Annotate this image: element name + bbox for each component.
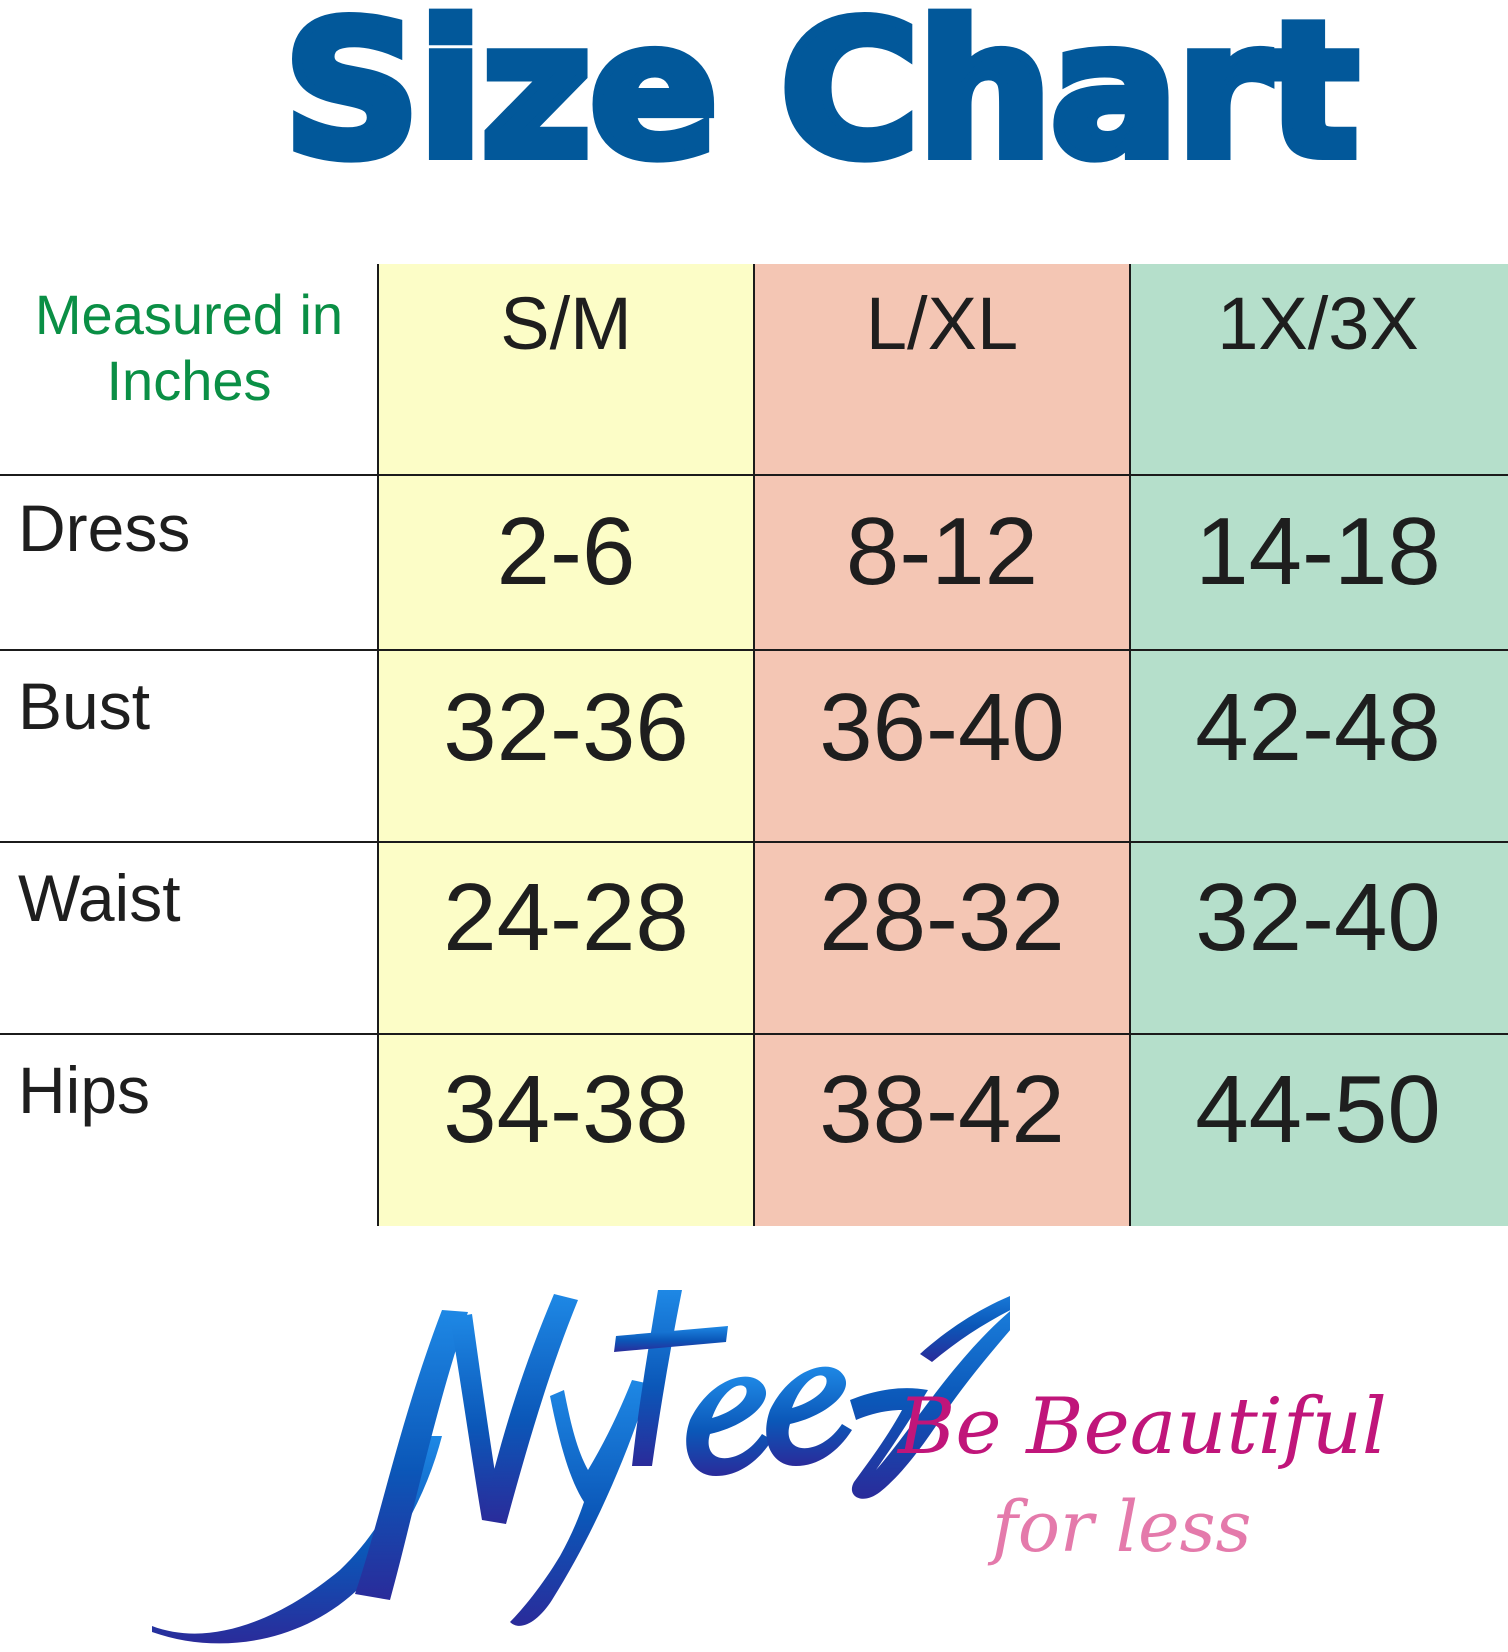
table-cell: 8-12 bbox=[845, 498, 1039, 605]
sm-column-background bbox=[378, 264, 754, 1226]
table-cell: 28-32 bbox=[819, 864, 1065, 971]
x3x-column-background bbox=[1130, 264, 1508, 1226]
nyteez-logo-mark bbox=[152, 1282, 1054, 1644]
table-cell: 14-18 bbox=[1195, 498, 1441, 605]
nyteez-logo bbox=[150, 1270, 1054, 1647]
table-cell: 38-42 bbox=[819, 1056, 1065, 1163]
table-cell: 34-38 bbox=[443, 1056, 689, 1163]
column-header-lxl: L/XL bbox=[865, 282, 1019, 365]
table-cell: 24-28 bbox=[443, 864, 689, 971]
column-header-sm: S/M bbox=[500, 282, 632, 365]
table-cell: 32-40 bbox=[1195, 864, 1441, 971]
table-cell: 42-48 bbox=[1195, 674, 1441, 781]
row-label-bust: Bust bbox=[18, 669, 151, 743]
measured-label-line1: Measured in bbox=[34, 283, 344, 346]
column-header-1x3x: 1X/3X bbox=[1217, 282, 1419, 365]
table-cell: 36-40 bbox=[819, 674, 1065, 781]
table-cell: 2-6 bbox=[496, 498, 636, 605]
measured-label-line2: Inches bbox=[106, 349, 272, 412]
column-divider bbox=[377, 264, 379, 1226]
page-title: Size Chart bbox=[278, 0, 1363, 204]
column-divider bbox=[753, 264, 755, 1226]
measured-in-inches-label: Measured in Inches bbox=[0, 282, 378, 414]
size-table: Measured in Inches S/M L/XL 1X/3X Dress … bbox=[0, 264, 1508, 1226]
table-cell: 32-36 bbox=[443, 674, 689, 781]
table-cell: 44-50 bbox=[1195, 1056, 1441, 1163]
lxl-column-background bbox=[754, 264, 1130, 1226]
row-label-dress: Dress bbox=[18, 491, 191, 565]
row-label-waist: Waist bbox=[18, 861, 181, 935]
row-label-hips: Hips bbox=[18, 1053, 151, 1127]
column-divider bbox=[1129, 264, 1131, 1226]
tagline-sub: for less bbox=[992, 1486, 1252, 1568]
tagline-main: Be Beautiful bbox=[898, 1382, 1387, 1472]
